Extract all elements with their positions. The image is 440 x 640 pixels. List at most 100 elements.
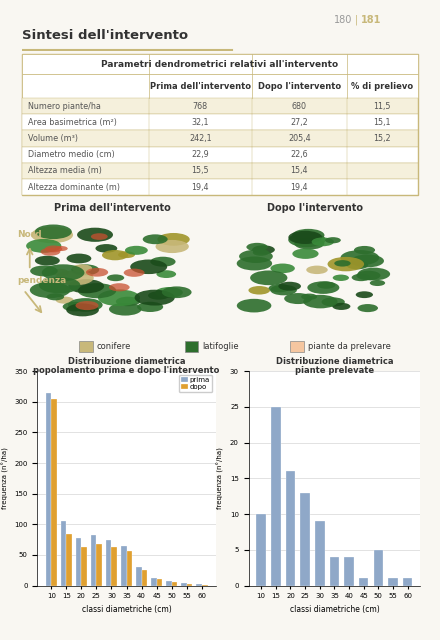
- Circle shape: [346, 260, 368, 269]
- Bar: [76, 538, 81, 586]
- Bar: [111, 547, 117, 586]
- Circle shape: [239, 250, 273, 263]
- Circle shape: [288, 232, 326, 247]
- Circle shape: [55, 296, 74, 304]
- Circle shape: [325, 237, 341, 243]
- Bar: [22, 98, 418, 115]
- Circle shape: [237, 257, 272, 271]
- Circle shape: [249, 286, 270, 294]
- Circle shape: [308, 281, 339, 294]
- Bar: [106, 540, 111, 586]
- Circle shape: [148, 291, 169, 300]
- Bar: [22, 163, 418, 179]
- Circle shape: [66, 253, 92, 264]
- Circle shape: [352, 274, 370, 281]
- Bar: [403, 579, 412, 586]
- Text: Volume (m³): Volume (m³): [28, 134, 78, 143]
- Circle shape: [55, 246, 68, 251]
- Circle shape: [35, 225, 72, 239]
- Text: Parametri dendrometrici relativi all'intervento: Parametri dendrometrici relativi all'int…: [102, 60, 338, 68]
- Text: 19,4: 19,4: [191, 182, 209, 191]
- Text: 11,5: 11,5: [374, 102, 391, 111]
- Text: 22,6: 22,6: [290, 150, 308, 159]
- Bar: [127, 550, 132, 586]
- Text: 32,1: 32,1: [191, 118, 209, 127]
- Circle shape: [252, 245, 275, 254]
- Circle shape: [76, 301, 99, 310]
- Circle shape: [351, 255, 384, 268]
- Circle shape: [30, 266, 58, 276]
- Text: 180: 180: [334, 15, 352, 25]
- Text: Altezza media (m): Altezza media (m): [28, 166, 102, 175]
- Bar: [136, 567, 142, 586]
- Bar: [388, 579, 398, 586]
- Circle shape: [55, 270, 94, 285]
- Bar: [185, 341, 198, 352]
- Bar: [96, 544, 102, 586]
- Legend: prima, dopo: prima, dopo: [179, 374, 212, 392]
- Text: conifere: conifere: [97, 342, 131, 351]
- Bar: [344, 557, 354, 586]
- Text: Dopo l'intervento: Dopo l'intervento: [258, 81, 341, 91]
- Circle shape: [77, 228, 113, 242]
- Bar: [286, 471, 295, 586]
- Text: 205,4: 205,4: [288, 134, 311, 143]
- Y-axis label: frequenza (n°/ha): frequenza (n°/ha): [217, 447, 224, 509]
- Circle shape: [303, 295, 337, 308]
- Circle shape: [118, 252, 135, 258]
- Bar: [271, 407, 281, 586]
- Circle shape: [268, 284, 290, 292]
- Circle shape: [71, 264, 99, 275]
- Circle shape: [35, 256, 60, 266]
- Text: 768: 768: [193, 102, 208, 111]
- Text: Sintesi dell'intervento: Sintesi dell'intervento: [22, 29, 188, 42]
- Circle shape: [292, 248, 319, 259]
- Bar: [45, 392, 51, 586]
- Circle shape: [95, 244, 117, 253]
- Circle shape: [301, 294, 317, 300]
- Bar: [79, 341, 92, 352]
- Bar: [374, 550, 383, 586]
- Text: Prima dell'intervento: Prima dell'intervento: [150, 81, 251, 91]
- Circle shape: [271, 264, 295, 273]
- Circle shape: [370, 280, 385, 286]
- Circle shape: [51, 269, 69, 276]
- Text: 15,2: 15,2: [374, 134, 391, 143]
- Text: popolamento prima e dopo l'intervento: popolamento prima e dopo l'intervento: [33, 366, 220, 375]
- Circle shape: [42, 264, 84, 281]
- Circle shape: [333, 275, 349, 281]
- Bar: [196, 584, 202, 586]
- Circle shape: [78, 283, 116, 298]
- Circle shape: [135, 290, 175, 305]
- Circle shape: [237, 299, 271, 312]
- Circle shape: [162, 286, 191, 298]
- Bar: [187, 584, 192, 586]
- Bar: [51, 399, 57, 586]
- Circle shape: [31, 227, 73, 243]
- Bar: [121, 546, 127, 586]
- Circle shape: [327, 257, 364, 271]
- Bar: [157, 579, 162, 586]
- Circle shape: [143, 234, 168, 244]
- Text: Distribuzione diametrica: Distribuzione diametrica: [67, 357, 185, 366]
- Circle shape: [358, 304, 378, 312]
- Circle shape: [98, 289, 140, 306]
- Circle shape: [294, 237, 324, 250]
- Text: Altezza dominante (m): Altezza dominante (m): [28, 182, 120, 191]
- Text: piante da prelevare: piante da prelevare: [308, 342, 391, 351]
- Circle shape: [356, 291, 373, 298]
- Text: pendenza: pendenza: [17, 276, 66, 285]
- Bar: [22, 147, 418, 163]
- Bar: [257, 514, 266, 586]
- Text: Area basimetrica (m²): Area basimetrica (m²): [28, 118, 117, 127]
- Text: 15,5: 15,5: [191, 166, 209, 175]
- Text: Nord: Nord: [18, 230, 42, 239]
- Text: |: |: [355, 15, 358, 25]
- Circle shape: [250, 271, 287, 285]
- Circle shape: [322, 298, 345, 307]
- Bar: [91, 536, 96, 586]
- Circle shape: [62, 302, 87, 312]
- Text: Dopo l'intervento: Dopo l'intervento: [267, 204, 363, 213]
- Circle shape: [68, 298, 103, 312]
- Circle shape: [66, 303, 99, 316]
